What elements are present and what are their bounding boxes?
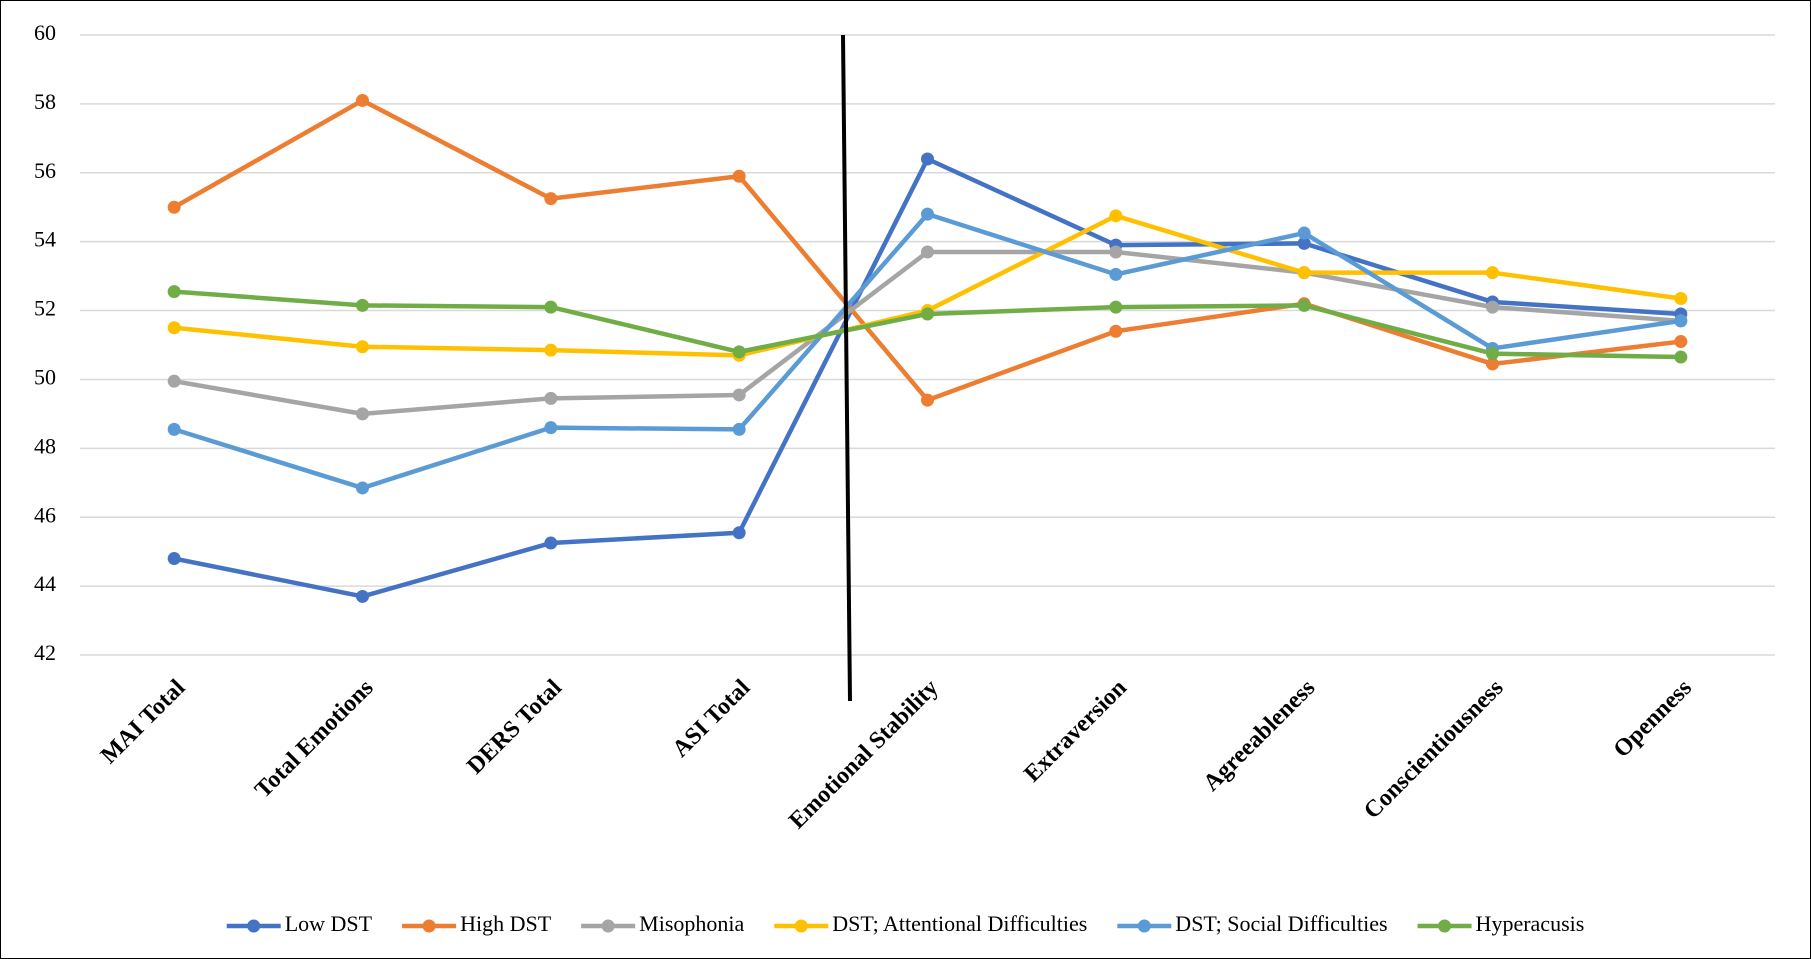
data-point	[356, 298, 369, 312]
y-tick-label: 58	[34, 89, 56, 114]
data-point	[921, 307, 934, 321]
legend-marker	[247, 919, 261, 933]
data-point	[732, 388, 746, 402]
data-point	[544, 391, 558, 405]
data-point	[732, 422, 746, 436]
data-point	[921, 152, 934, 166]
data-point	[544, 192, 558, 206]
y-tick-label: 56	[34, 158, 56, 183]
legend-item: DST; Social Difficulties	[1117, 911, 1388, 936]
data-point	[1486, 266, 1499, 280]
data-point	[1486, 347, 1499, 361]
plot-area	[167, 93, 1688, 603]
data-point	[1297, 226, 1311, 240]
data-point	[1109, 245, 1123, 259]
data-point	[356, 340, 369, 354]
data-point	[544, 421, 558, 435]
data-point	[167, 200, 181, 214]
legend-item: Misophonia	[581, 911, 744, 936]
data-point	[1109, 300, 1123, 314]
data-point	[544, 536, 558, 550]
legend-label: DST; Social Difficulties	[1175, 911, 1387, 936]
divider-line	[841, 34, 852, 702]
y-tick-label: 42	[34, 640, 56, 665]
legend-label: Hyperacusis	[1476, 911, 1585, 936]
data-point	[1297, 266, 1311, 280]
legend-label: Misophonia	[639, 911, 744, 936]
data-point	[1486, 300, 1499, 314]
data-point	[732, 169, 746, 183]
data-point	[544, 343, 558, 357]
data-point	[1674, 292, 1688, 305]
data-point	[1486, 357, 1499, 371]
data-point	[356, 407, 369, 421]
y-tick-label: 48	[34, 433, 56, 458]
data-point	[921, 207, 934, 221]
legend-label: Low DST	[285, 911, 373, 936]
legend-marker	[1137, 919, 1151, 933]
legend-marker	[1438, 919, 1452, 933]
data-point	[1109, 209, 1123, 223]
y-tick-label: 60	[34, 20, 56, 45]
data-point	[1109, 324, 1123, 338]
legend-item: High DST	[402, 911, 552, 936]
data-point	[167, 374, 181, 388]
y-tick-label: 50	[34, 364, 56, 389]
data-point	[1297, 298, 1311, 312]
y-tick-label: 52	[34, 296, 56, 321]
data-point	[921, 245, 934, 259]
data-point	[1674, 314, 1688, 328]
y-tick-label: 54	[34, 227, 56, 252]
legend-label: High DST	[460, 911, 552, 936]
data-point	[1109, 267, 1123, 281]
legend-label: DST; Attentional Difficulties	[832, 911, 1087, 936]
legend-item: Hyperacusis	[1417, 911, 1585, 936]
data-point	[921, 393, 934, 407]
data-point	[356, 93, 369, 107]
data-point	[1674, 335, 1688, 349]
data-point	[356, 589, 369, 603]
data-point	[167, 552, 181, 566]
data-point	[732, 526, 746, 540]
legend-marker	[601, 919, 615, 933]
legend-marker	[794, 919, 808, 933]
legend: Low DST High DST Misophonia DST; Attentiona…	[226, 911, 1585, 936]
data-point	[356, 481, 369, 495]
legend-item: DST; Attentional Difficulties	[774, 911, 1087, 936]
data-point	[1297, 236, 1311, 250]
data-point	[732, 345, 746, 359]
data-point	[544, 300, 558, 314]
data-point	[1674, 350, 1688, 364]
data-point	[167, 285, 181, 299]
y-tick-label: 46	[34, 502, 56, 527]
data-point	[167, 422, 181, 436]
y-tick-label: 44	[34, 571, 56, 596]
legend-item: Low DST	[226, 911, 373, 936]
legend-marker	[422, 919, 436, 933]
data-point	[167, 321, 181, 335]
